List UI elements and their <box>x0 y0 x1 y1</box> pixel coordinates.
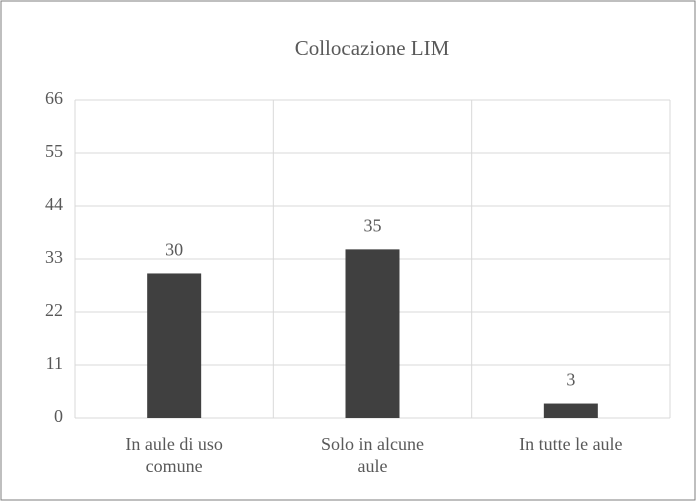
y-tick-label: 22 <box>45 300 63 320</box>
bar <box>543 403 598 418</box>
y-tick-label: 33 <box>45 247 63 267</box>
y-tick-label: 66 <box>45 88 63 108</box>
bar <box>345 249 400 418</box>
y-tick-label: 44 <box>45 194 63 214</box>
x-tick-label: In aule di uso comune <box>125 434 222 476</box>
y-tick-label: 55 <box>45 141 63 161</box>
x-tick-label: Solo in alcune aule <box>321 434 424 476</box>
bar <box>147 273 202 418</box>
y-tick-label: 11 <box>46 353 63 373</box>
data-label: 35 <box>364 215 382 235</box>
chart-title: Collocazione LIM <box>295 36 450 60</box>
data-label: 30 <box>165 240 183 260</box>
data-label: 3 <box>566 370 575 390</box>
y-tick-label: 0 <box>54 406 63 426</box>
x-tick-label: In tutte le aule <box>519 434 622 454</box>
